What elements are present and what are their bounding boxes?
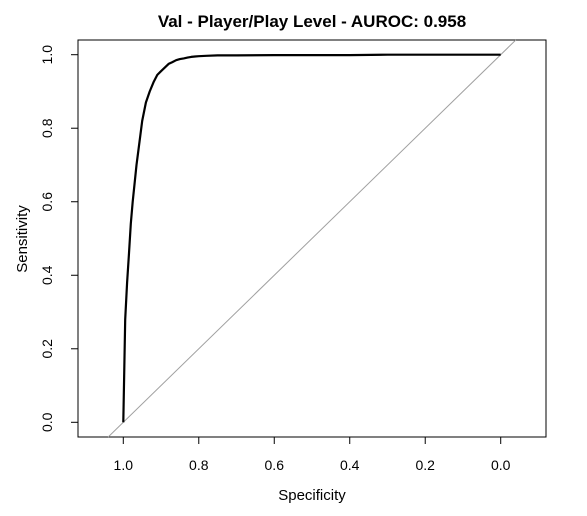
x-tick-label: 0.6 (265, 457, 285, 473)
x-tick-label: 1.0 (114, 457, 134, 473)
chart-title: Val - Player/Play Level - AUROC: 0.958 (158, 12, 466, 31)
y-tick-label: 0.6 (39, 192, 55, 212)
y-tick-label: 0.4 (39, 265, 55, 285)
plot-frame (77, 39, 547, 438)
y-tick-label: 0.2 (39, 339, 55, 359)
x-tick-label: 0.4 (340, 457, 360, 473)
x-tick-label: 0.0 (491, 457, 511, 473)
x-axis: 1.0 0.8 0.6 0.4 0.2 0.0 (114, 437, 511, 473)
x-axis-label: Specificity (278, 487, 346, 504)
x-tick-label: 0.2 (415, 457, 435, 473)
y-axis-label: Sensitivity (14, 205, 31, 273)
y-tick-label: 0.0 (39, 412, 55, 432)
x-tick-label: 0.8 (189, 457, 209, 473)
y-axis: 0.0 0.2 0.4 0.6 0.8 1.0 (39, 45, 78, 432)
reference-diagonal-line (107, 39, 517, 438)
y-tick-label: 1.0 (39, 45, 55, 65)
roc-curve-line (122, 53, 501, 423)
y-tick-label: 0.8 (39, 118, 55, 138)
